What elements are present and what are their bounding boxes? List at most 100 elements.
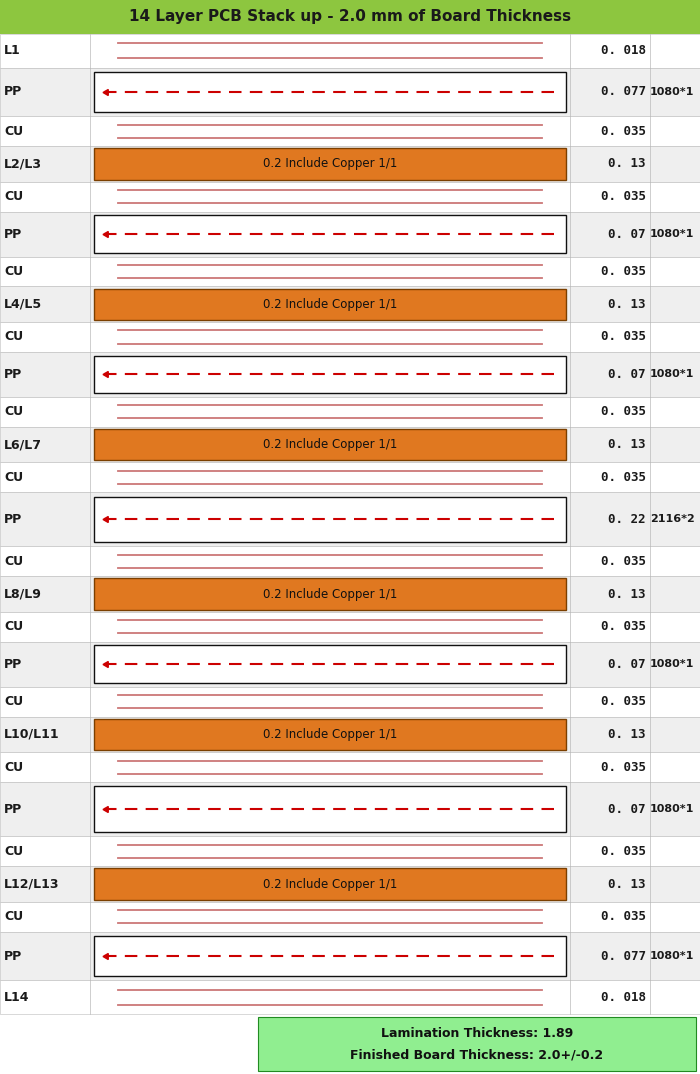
Text: 0. 07: 0. 07 — [608, 228, 646, 241]
Text: PP: PP — [4, 512, 22, 526]
Text: 0. 077: 0. 077 — [601, 86, 646, 99]
Bar — [0, 782, 700, 837]
Bar — [0, 492, 700, 547]
Text: PP: PP — [4, 802, 22, 816]
Text: 0. 035: 0. 035 — [601, 555, 646, 568]
Text: 0. 07: 0. 07 — [608, 657, 646, 671]
Bar — [94, 215, 566, 253]
Bar — [0, 322, 700, 352]
Text: 0.2 Include Copper 1/1: 0.2 Include Copper 1/1 — [262, 438, 397, 451]
Text: 0.2 Include Copper 1/1: 0.2 Include Copper 1/1 — [262, 728, 397, 741]
Text: 0. 035: 0. 035 — [601, 760, 646, 773]
Text: L10/L11: L10/L11 — [4, 728, 60, 741]
Text: 0. 035: 0. 035 — [601, 470, 646, 483]
Text: 0. 13: 0. 13 — [608, 877, 646, 890]
Text: L14: L14 — [4, 990, 29, 1004]
Bar — [0, 837, 700, 867]
Text: 0. 035: 0. 035 — [601, 125, 646, 137]
Bar — [0, 426, 700, 462]
Text: PP: PP — [4, 949, 22, 962]
Text: 0. 07: 0. 07 — [608, 368, 646, 381]
Text: 0. 035: 0. 035 — [601, 695, 646, 708]
Bar — [94, 645, 566, 683]
Text: PP: PP — [4, 368, 22, 381]
Text: 0.2 Include Copper 1/1: 0.2 Include Copper 1/1 — [262, 158, 397, 171]
Text: CU: CU — [4, 265, 23, 278]
Text: 0. 035: 0. 035 — [601, 331, 646, 344]
Bar — [0, 642, 700, 686]
Text: 0. 018: 0. 018 — [601, 990, 646, 1004]
Text: 0. 13: 0. 13 — [608, 158, 646, 171]
Text: 0. 22: 0. 22 — [608, 512, 646, 526]
Text: PP: PP — [4, 657, 22, 671]
Bar — [94, 496, 566, 542]
Text: 0. 077: 0. 077 — [601, 949, 646, 962]
Bar — [0, 752, 700, 782]
Bar — [94, 719, 566, 750]
Bar — [0, 716, 700, 752]
Text: CU: CU — [4, 845, 23, 858]
Text: L12/L13: L12/L13 — [4, 877, 60, 890]
Bar — [94, 429, 566, 460]
Text: 0.2 Include Copper 1/1: 0.2 Include Copper 1/1 — [262, 297, 397, 310]
Bar — [0, 287, 700, 322]
Text: CU: CU — [4, 760, 23, 773]
Text: 1080*1: 1080*1 — [650, 950, 694, 961]
Bar — [0, 462, 700, 492]
Text: PP: PP — [4, 86, 22, 99]
Bar — [94, 289, 566, 320]
Bar — [0, 257, 700, 287]
Text: CU: CU — [4, 621, 23, 634]
Text: CU: CU — [4, 190, 23, 203]
Bar — [0, 182, 700, 212]
Text: 0. 13: 0. 13 — [608, 297, 646, 310]
Text: L6/L7: L6/L7 — [4, 438, 42, 451]
Bar — [0, 932, 700, 981]
Text: 0. 035: 0. 035 — [601, 911, 646, 924]
Text: CU: CU — [4, 911, 23, 924]
Bar — [94, 935, 566, 976]
Text: 0. 035: 0. 035 — [601, 845, 646, 858]
Bar — [0, 116, 700, 146]
Text: 0.2 Include Copper 1/1: 0.2 Include Copper 1/1 — [262, 877, 397, 890]
Text: PP: PP — [4, 228, 22, 241]
Bar — [94, 355, 566, 393]
Text: 2116*2: 2116*2 — [650, 514, 694, 524]
Bar — [0, 146, 700, 182]
Text: CU: CU — [4, 331, 23, 344]
Text: 0. 07: 0. 07 — [608, 802, 646, 816]
Text: 0. 035: 0. 035 — [601, 405, 646, 418]
Text: 14 Layer PCB Stack up - 2.0 mm of Board Thickness: 14 Layer PCB Stack up - 2.0 mm of Board … — [129, 10, 571, 25]
Bar — [258, 1017, 696, 1071]
Text: 1080*1: 1080*1 — [650, 369, 694, 379]
Bar — [0, 612, 700, 642]
Bar — [94, 579, 566, 610]
Bar — [0, 352, 700, 396]
Bar — [0, 396, 700, 426]
Text: L8/L9: L8/L9 — [4, 587, 42, 600]
Text: CU: CU — [4, 555, 23, 568]
Bar — [0, 212, 700, 257]
Text: 0. 035: 0. 035 — [601, 621, 646, 634]
Bar — [0, 902, 700, 932]
Text: Lamination Thickness: 1.89: Lamination Thickness: 1.89 — [381, 1027, 573, 1040]
Bar — [0, 547, 700, 577]
Text: 0. 13: 0. 13 — [608, 728, 646, 741]
Text: CU: CU — [4, 125, 23, 137]
Text: 0. 13: 0. 13 — [608, 438, 646, 451]
Text: 0. 018: 0. 018 — [601, 44, 646, 57]
Bar — [94, 869, 566, 900]
Bar — [0, 686, 700, 716]
Bar — [0, 867, 700, 902]
Text: 1080*1: 1080*1 — [650, 87, 694, 97]
Text: 0. 13: 0. 13 — [608, 587, 646, 600]
Bar — [0, 34, 700, 68]
Text: CU: CU — [4, 695, 23, 708]
Text: CU: CU — [4, 405, 23, 418]
Text: 1080*1: 1080*1 — [650, 804, 694, 814]
Bar — [0, 981, 700, 1014]
Bar — [0, 68, 700, 116]
Bar — [0, 577, 700, 612]
Bar — [94, 148, 566, 179]
Bar — [94, 72, 566, 113]
